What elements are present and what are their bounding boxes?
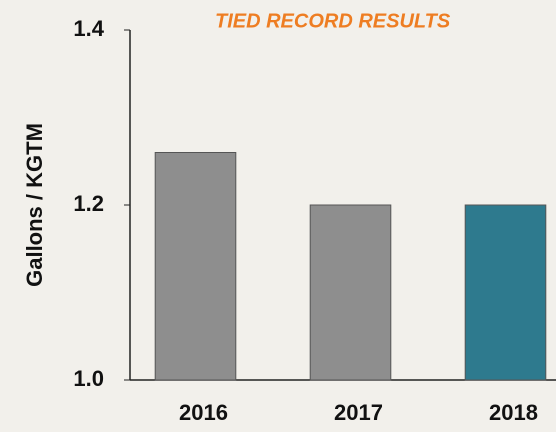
y-tick-label: 1.4	[73, 16, 104, 41]
x-tick-label: 2017	[334, 400, 383, 425]
bar	[309, 204, 392, 381]
chart-title: TIED RECORD RESULTS	[215, 10, 451, 32]
y-tick-label: 1.0	[73, 366, 104, 391]
y-axis-label: Gallons / KGTM	[22, 123, 47, 287]
x-tick-label: 2016	[179, 400, 228, 425]
bar	[464, 204, 547, 381]
bar	[154, 152, 237, 381]
y-tick-label: 1.2	[73, 191, 104, 216]
x-tick-label: 2018	[489, 400, 538, 425]
